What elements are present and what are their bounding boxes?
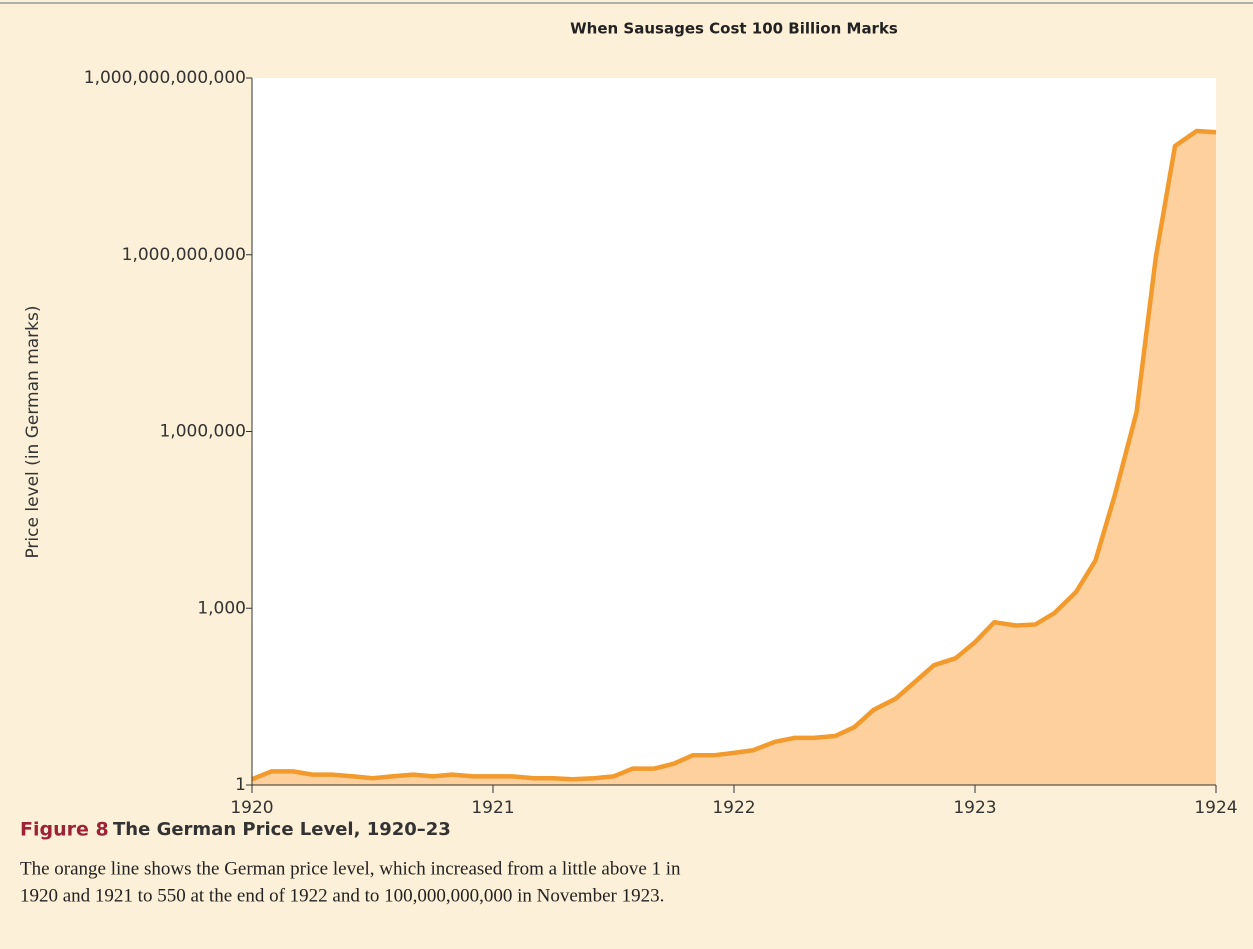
line xyxy=(251,128,1217,782)
marks xyxy=(251,128,1217,785)
area xyxy=(252,131,1216,785)
figure-text: 1920 and 1921 to 550 at the end of 1922 … xyxy=(20,885,664,906)
figure-text: The orange line shows the German price l… xyxy=(20,858,681,879)
x-tick-label: 1921 xyxy=(471,798,514,818)
y-axis-label: Price level (in German marks) xyxy=(23,305,43,558)
y-tick-label: 1,000,000,000,000 xyxy=(84,68,246,88)
figure-label: Figure 8 xyxy=(20,819,109,841)
x-tick-label: 1924 xyxy=(1194,798,1237,818)
x-tick-label: 1923 xyxy=(953,798,996,818)
figure-title: The German Price Level, 1920–23 xyxy=(113,819,451,840)
y-tick-label: 1,000,000 xyxy=(159,422,246,442)
y-tick-label: 1,000,000,000 xyxy=(122,245,246,265)
y-tick-label: 1,000 xyxy=(197,598,246,618)
x-tick-label: 1920 xyxy=(230,798,273,818)
x-tick-label: 1922 xyxy=(712,798,755,818)
y-tick-label: 1 xyxy=(235,775,246,795)
chart-title: When Sausages Cost 100 Billion Marks xyxy=(570,20,898,38)
